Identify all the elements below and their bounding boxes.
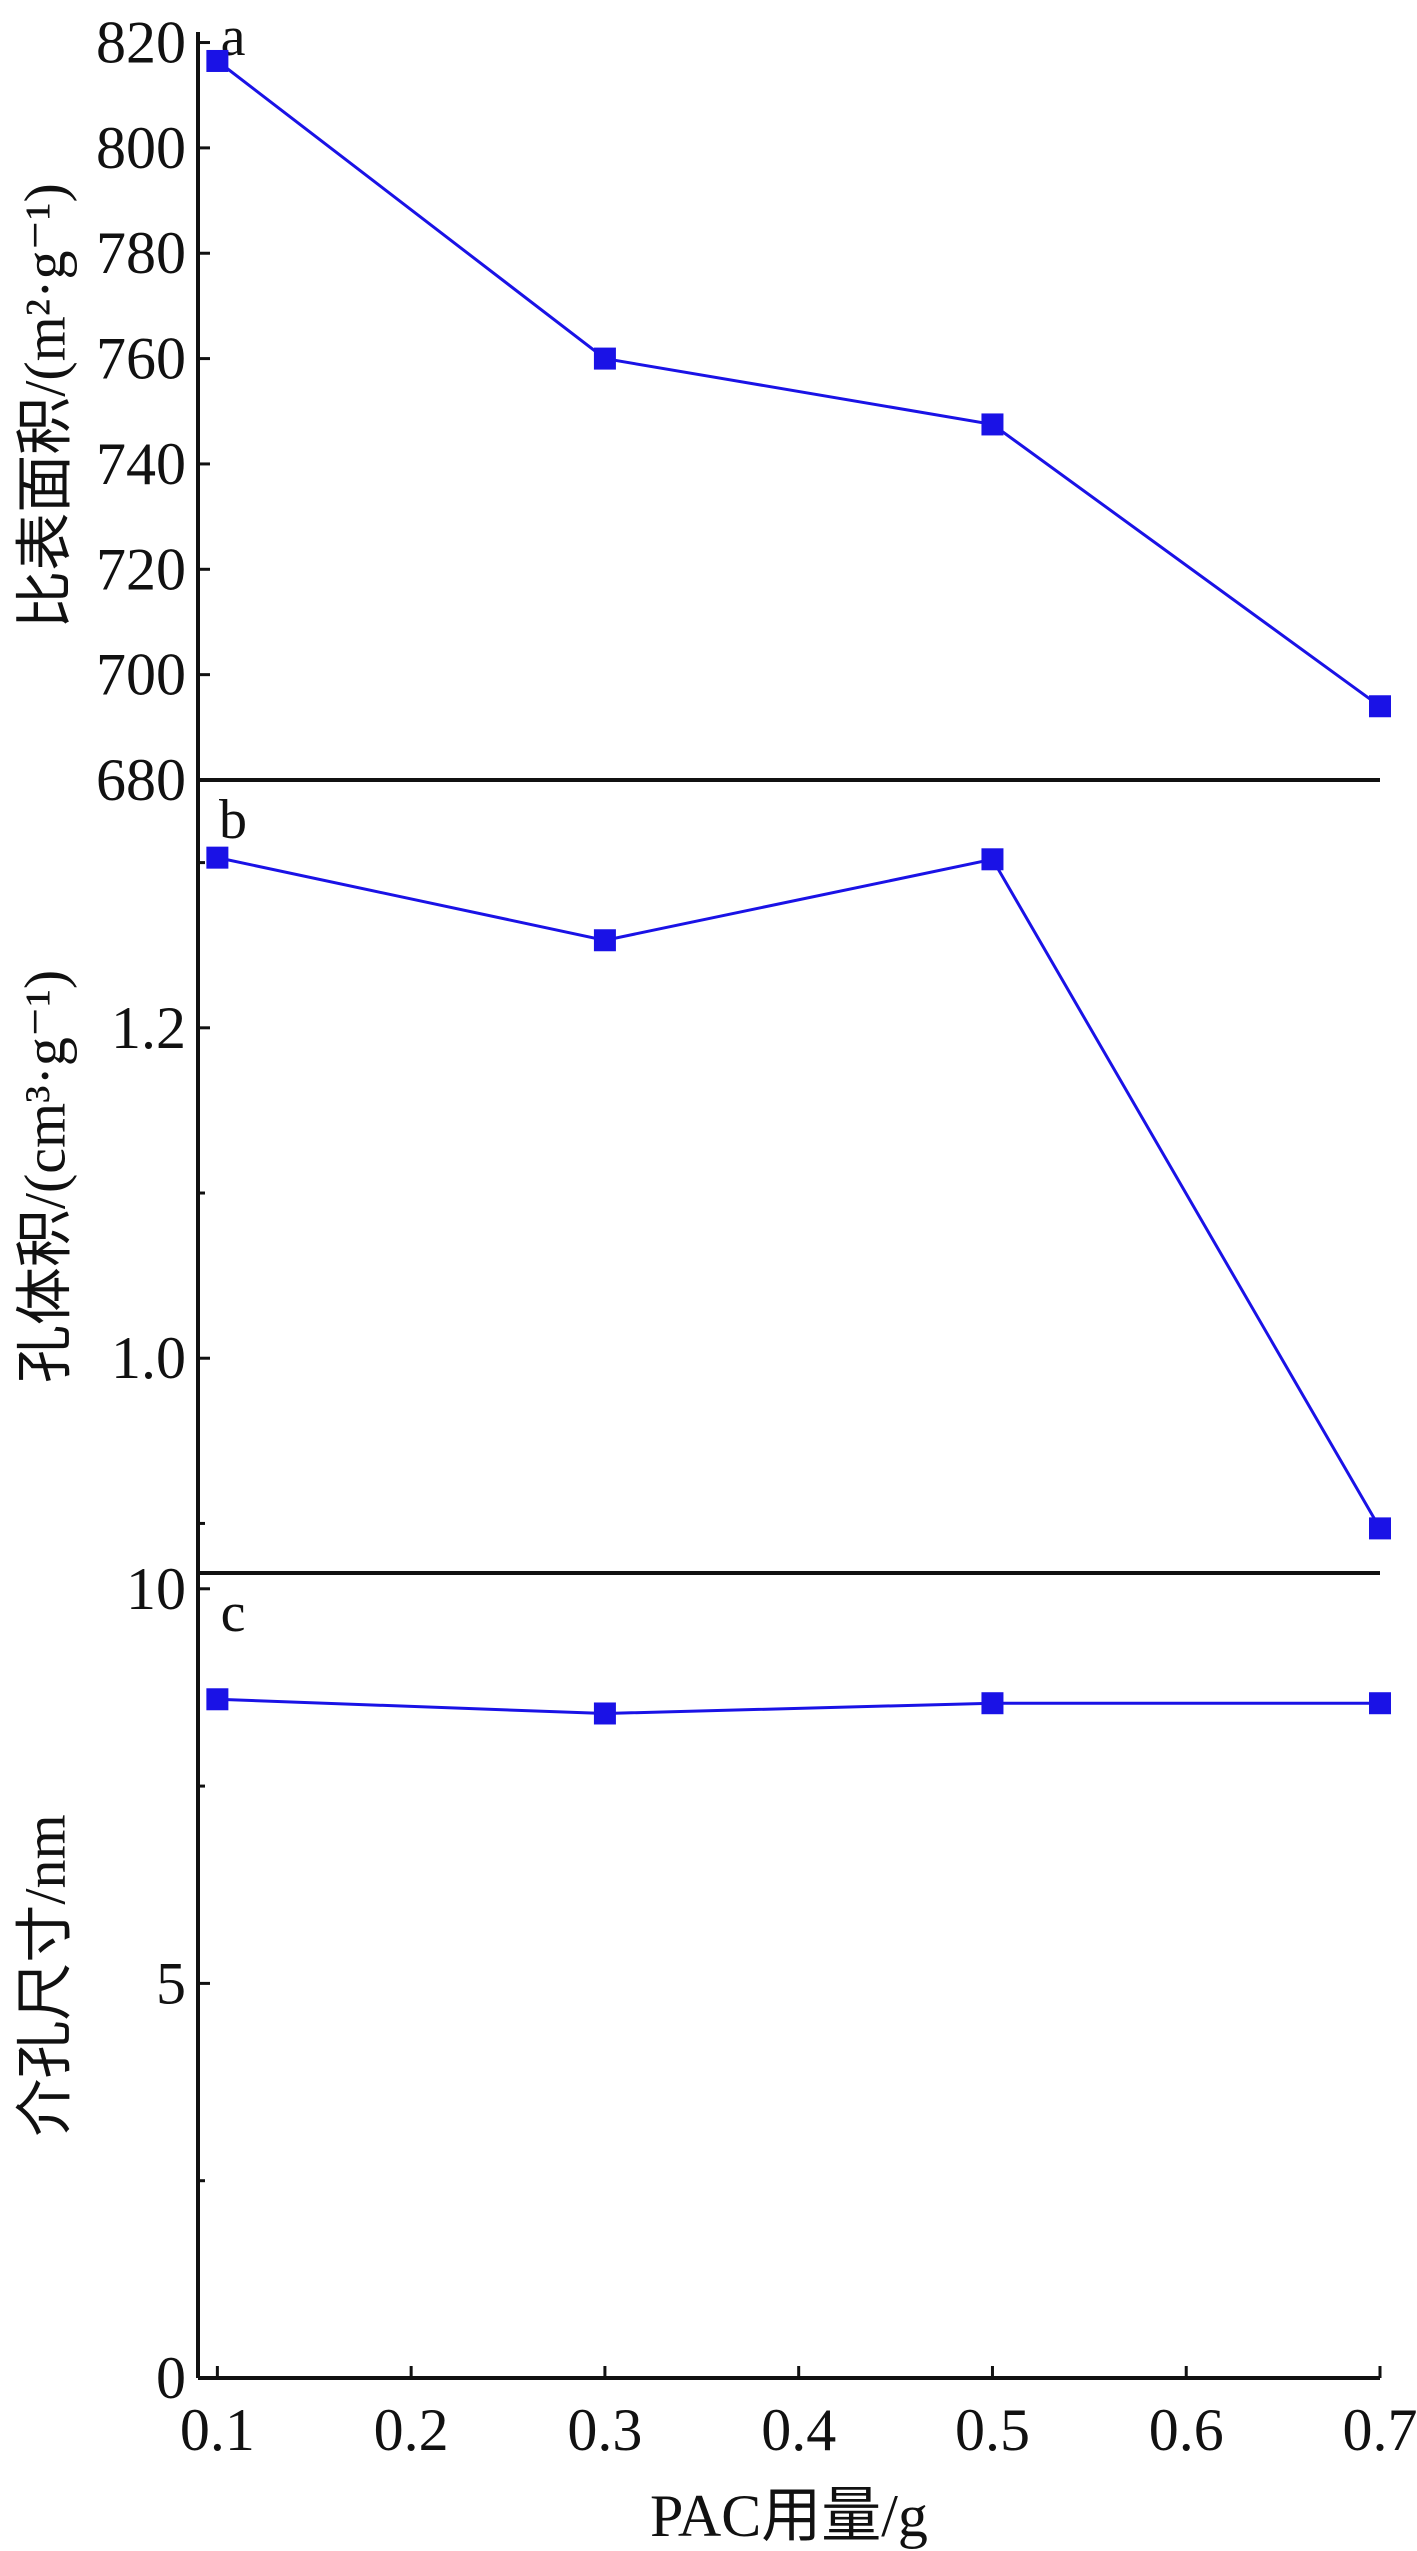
x-axis-title: PAC用量/g [650, 2483, 928, 2549]
data-point-a [206, 49, 229, 72]
y-tick-label-b: 1.0 [111, 1325, 186, 1391]
data-point-a [593, 347, 616, 370]
y-tick-label-c: 5 [156, 1950, 186, 2016]
panel-label-c: c [221, 1582, 246, 1644]
y-tick-label-c: 0 [156, 2345, 186, 2411]
y-tick-label-b: 1.2 [111, 995, 186, 1061]
y-tick-label-a: 760 [96, 326, 186, 392]
y-tick-label-a: 680 [96, 747, 186, 813]
y-axis-title-c: 介孔尺寸/nm [13, 1814, 78, 2136]
series-line-a [216, 59, 1381, 708]
data-point-b [593, 929, 616, 952]
x-tick-label: 0.5 [955, 2397, 1030, 2463]
x-tick-label: 0.6 [1149, 2397, 1224, 2463]
y-tick-label-a: 780 [96, 220, 186, 286]
data-point-c [206, 1688, 229, 1711]
data-point-b [981, 848, 1004, 871]
y-axis-title-a: 比表面积/(m²·g⁻¹) [13, 183, 78, 629]
panel-label-b: b [219, 789, 247, 851]
x-tick-label: 0.7 [1343, 2397, 1417, 2463]
y-tick-label-a: 820 [96, 10, 186, 76]
data-point-c [593, 1702, 616, 1725]
data-point-b [206, 846, 229, 869]
series-line-b [217, 856, 1382, 1530]
y-tick-label-a: 800 [96, 115, 186, 181]
data-point-b [1369, 1517, 1391, 1540]
data-point-a [981, 413, 1004, 436]
x-tick-label: 0.4 [761, 2397, 836, 2463]
data-point-c [1369, 1692, 1391, 1715]
y-axis-title-b: 孔体积/(cm³·g⁻¹) [13, 970, 78, 1383]
series-line-c [217, 1697, 1380, 1716]
x-tick-label: 0.2 [374, 2397, 449, 2463]
x-tick-label: 0.3 [567, 2397, 642, 2463]
data-point-a [1369, 695, 1391, 718]
y-tick-label-a: 720 [96, 536, 186, 602]
y-tick-label-a: 700 [96, 642, 186, 708]
x-tick-label: 0.1 [180, 2397, 255, 2463]
y-tick-label-a: 740 [96, 431, 186, 497]
data-point-c [981, 1692, 1004, 1715]
y-tick-label-c: 10 [126, 1556, 186, 1622]
